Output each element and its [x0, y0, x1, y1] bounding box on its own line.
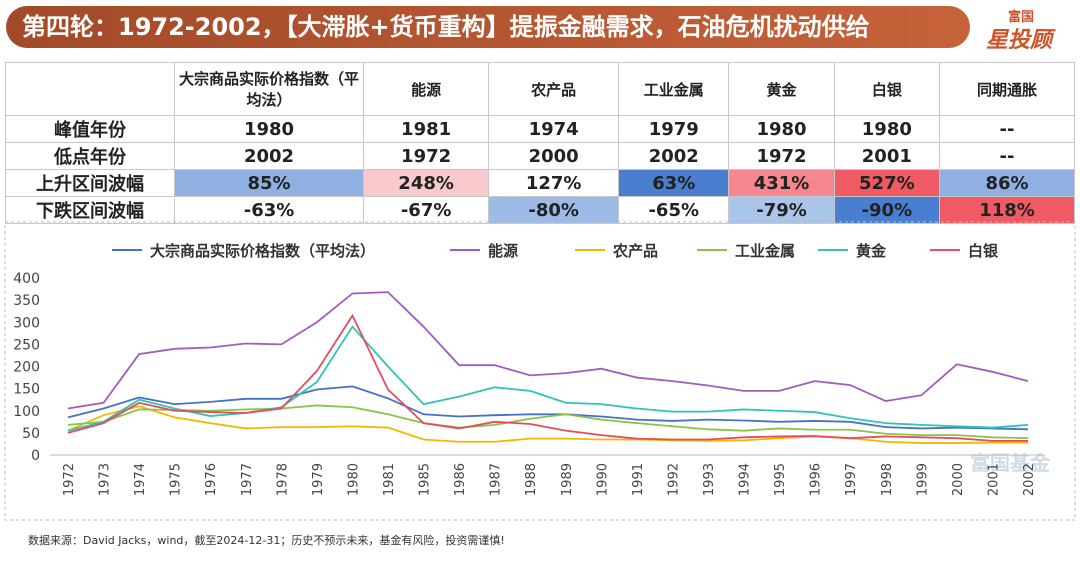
table-cell: 118%: [939, 196, 1075, 224]
x-tick-label: 2001: [986, 463, 1001, 496]
legend-label: 工业金属: [735, 242, 795, 260]
line: [67, 385, 1029, 431]
line: [67, 404, 1029, 440]
x-tick-label: 1997: [844, 463, 859, 496]
x-tick-label: 1992: [666, 463, 681, 496]
x-tick-label: 1975: [169, 463, 184, 496]
x-tick-label: 1978: [275, 463, 290, 496]
line: [67, 291, 1029, 410]
column-header: 黄金: [728, 62, 835, 116]
line: [67, 405, 1028, 444]
x-tick-label: 1972: [62, 463, 77, 496]
table-cell: 1980: [728, 115, 835, 143]
x-tick-label: 1995: [773, 463, 788, 496]
logo-top: 富国: [1008, 10, 1035, 25]
x-tick-label: 1974: [133, 463, 148, 496]
x-tick-label: 1998: [880, 463, 895, 496]
table-cell: 1974: [488, 115, 620, 143]
y-tick-label: 150: [13, 382, 40, 398]
y-tick-label: 0: [31, 448, 40, 464]
table-cell: -90%: [833, 196, 941, 224]
table-cell: 1972: [728, 142, 835, 170]
legend-label: 大宗商品实际价格指数（平均法）: [150, 242, 375, 260]
legend-label: 黄金: [856, 242, 887, 260]
x-tick-label: 1993: [702, 463, 717, 496]
legend-label: 能源: [488, 242, 518, 260]
footnote: 数据来源：David Jacks，wind，截至2024-12-31；历史不预示…: [28, 534, 505, 547]
table-cell: -63%: [173, 196, 365, 224]
x-tick-label: 1980: [346, 463, 361, 496]
x-tick-label: 2000: [951, 463, 966, 496]
y-tick-label: 300: [13, 315, 40, 331]
logo-main: 星投顾: [986, 28, 1053, 53]
table-cell: 1981: [363, 115, 490, 143]
table-row: 下跌区间波幅 -63% -67% -80% -65% -79% -90% 118%: [5, 196, 1075, 224]
x-tick-label: 1991: [631, 463, 646, 496]
table-cell: 431%: [728, 169, 835, 197]
y-tick-label: 200: [13, 360, 40, 376]
table-cell: 527%: [833, 169, 941, 197]
column-header: 农产品: [488, 62, 620, 116]
table-cell: --: [939, 115, 1075, 143]
x-tick-label: 1987: [489, 463, 504, 496]
table-cell: -65%: [618, 196, 730, 224]
x-tick-label: 1994: [738, 463, 753, 496]
x-tick-label: 1990: [595, 463, 610, 496]
x-tick-label: 1988: [524, 463, 539, 496]
column-header: 工业金属: [618, 62, 730, 116]
x-tick-label: 1989: [560, 463, 575, 496]
x-tick-label: 1976: [204, 463, 219, 496]
x-tick-label: 1979: [311, 463, 326, 496]
x-tick-label: 1986: [453, 463, 468, 496]
table-cell: 63%: [618, 169, 730, 197]
header-row: 大宗商品实际价格指数（平均法） 能源 农产品 工业金属 黄金 白银 同期通胀: [5, 62, 1075, 116]
column-header: 同期通胀: [939, 62, 1075, 116]
table-cell: -67%: [363, 196, 490, 224]
table-row: 上升区间波幅 85% 248% 127% 63% 431% 527% 86%: [5, 169, 1075, 197]
row-label: 下跌区间波幅: [5, 196, 175, 224]
x-tick-label: 1996: [809, 463, 824, 496]
chart-frame: [4, 221, 1076, 521]
row-label: 上升区间波幅: [5, 169, 175, 197]
summary-table: 大宗商品实际价格指数（平均法） 能源 农产品 工业金属 黄金 白银 同期通胀 峰值年份 1980…: [5, 62, 1075, 224]
y-tick-label: 250: [13, 337, 40, 353]
title-banner: 第四轮：1972-2002，【大滞胀+货币重构】提振金融需求，石油危机扰动供给: [6, 6, 970, 48]
x-tick-label: 1973: [98, 463, 113, 496]
legend-label: 农产品: [612, 242, 658, 260]
line: [67, 325, 1029, 432]
table-cell: -79%: [728, 196, 835, 224]
y-tick-label: 350: [13, 293, 40, 309]
table-cell: 248%: [363, 169, 490, 197]
y-tick-label: 400: [13, 271, 40, 287]
y-tick-label: 100: [13, 404, 40, 420]
column-header: 大宗商品实际价格指数（平均法）: [173, 62, 365, 116]
row-label: 低点年份: [5, 142, 175, 170]
legend-label: 白银: [968, 242, 999, 260]
table-cell: 127%: [488, 169, 620, 197]
x-tick-label: 1977: [240, 463, 255, 496]
x-tick-label: 2002: [1022, 463, 1037, 496]
y-tick-label: 50: [22, 426, 40, 442]
x-tick-label: 1985: [418, 463, 433, 496]
x-tick-label: 1999: [915, 463, 930, 496]
table-cell: 2000: [488, 142, 620, 170]
table-cell: 86%: [939, 169, 1075, 197]
line: [67, 313, 1028, 442]
x-tick-label: 1981: [382, 463, 397, 496]
column-header: 能源: [363, 62, 490, 116]
